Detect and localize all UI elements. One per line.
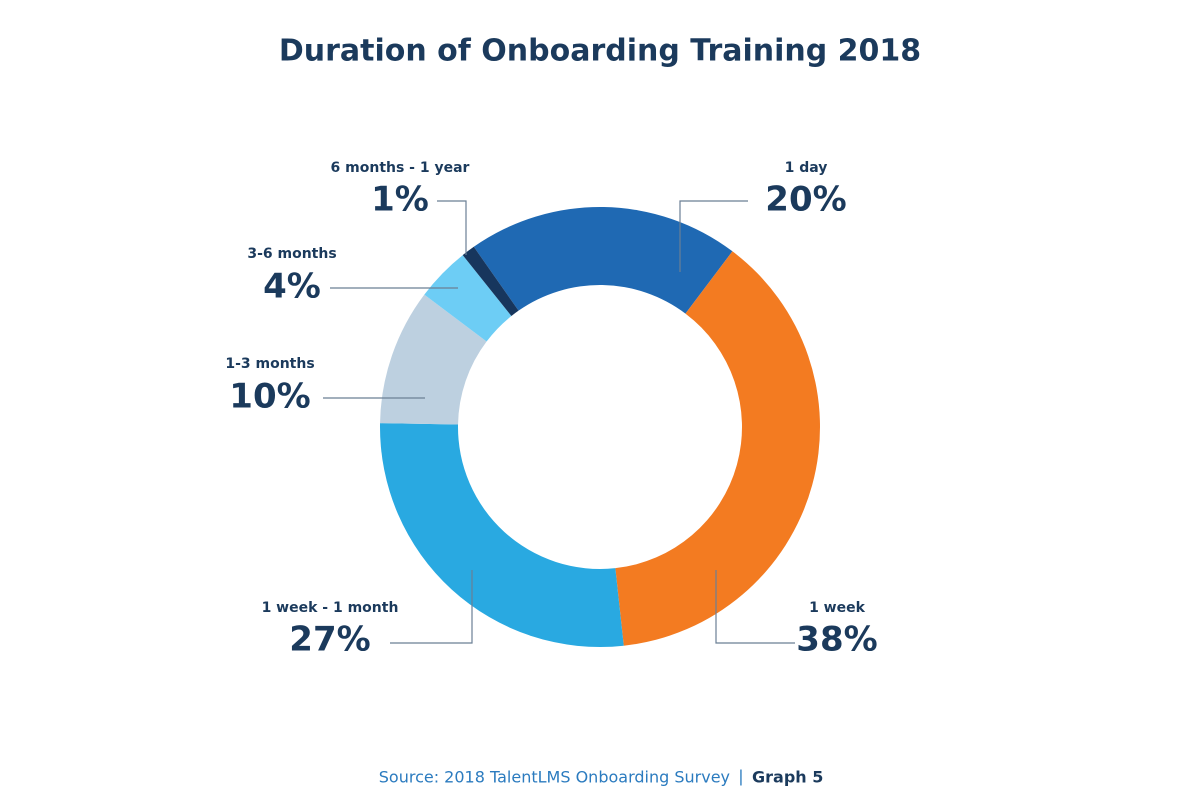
slice-label: 1-3 months [225,356,314,372]
slice-label: 1 week - 1 month [262,600,399,616]
slice-label: 1 day [785,160,828,176]
value-label: 1% [371,180,429,220]
slice-label: 1 week [809,600,866,616]
value-label: 27% [289,620,370,660]
donut-slice [462,246,519,317]
donut-slice [380,423,624,647]
donut-slice [615,251,820,646]
donut-slice [473,206,733,314]
value-label: 4% [263,267,321,307]
leader-line [437,200,467,255]
slice-label: 3-6 months [247,246,336,262]
value-label: 38% [796,620,877,660]
leader-line [679,200,748,272]
graph-label: Graph 5 [752,768,823,787]
slice-label: 6 months - 1 year [331,160,470,176]
leader-line [715,570,795,644]
source: Source: 2018 TalentLMS Onboarding Survey [379,768,730,787]
chart-title: Duration of Onboarding Training 2018 [279,34,921,69]
leader-line [390,570,473,644]
value-label: 10% [229,377,310,417]
value-label: 20% [765,180,846,220]
donut-slice [380,294,487,425]
donut-slice [424,255,512,342]
source-separator: | [738,767,743,786]
